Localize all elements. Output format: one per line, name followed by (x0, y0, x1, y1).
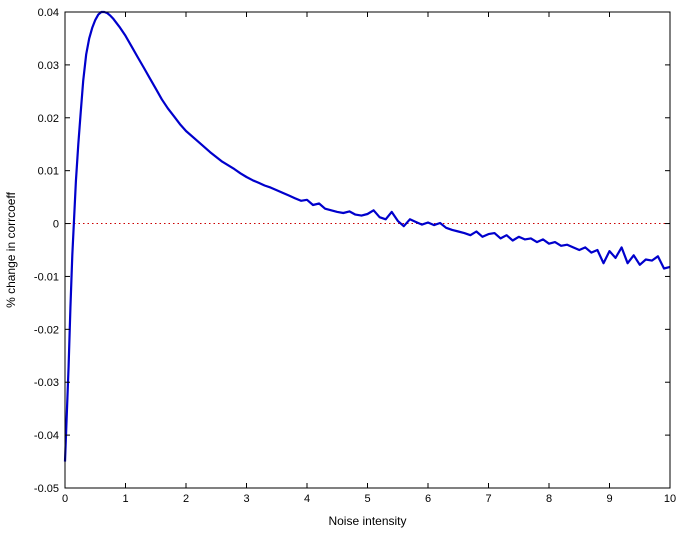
x-tick-label: 1 (122, 493, 128, 505)
y-tick-label: -0.04 (34, 430, 59, 442)
x-tick-label: 10 (664, 493, 676, 505)
x-tick-label: 4 (304, 493, 310, 505)
x-tick-label: 5 (364, 493, 370, 505)
x-tick-label: 3 (243, 493, 249, 505)
y-tick-label: -0.02 (34, 324, 59, 336)
y-tick-label: 0.03 (38, 60, 59, 72)
y-tick-label: 0.04 (38, 7, 59, 19)
y-tick-label: -0.01 (34, 271, 59, 283)
x-axis-title: Noise intensity (328, 514, 406, 528)
x-tick-label: 2 (183, 493, 189, 505)
x-tick-label: 8 (546, 493, 552, 505)
y-axis-title: % change in corrcoeff (4, 191, 18, 308)
y-tick-label: 0 (53, 219, 59, 231)
y-tick-label: 0.02 (38, 113, 59, 125)
series-layer (63, 10, 671, 462)
y-tick-label: -0.03 (34, 377, 59, 389)
x-tick-label: 7 (485, 493, 491, 505)
y-axis: -0.05 -0.04 -0.03 -0.02 -0.01 0 0.01 0.02 0.03 0.… (34, 7, 670, 495)
y-tick-label: 0.01 (38, 166, 59, 178)
x-axis: 0 1 2 3 4 5 6 7 8 9 10 (62, 12, 676, 505)
x-tick-label: 9 (606, 493, 612, 505)
series-line-1 (63, 10, 671, 462)
y-tick-label: -0.05 (34, 483, 59, 495)
x-tick-label: 0 (62, 493, 68, 505)
x-tick-label: 6 (425, 493, 431, 505)
plot-area (65, 12, 670, 488)
